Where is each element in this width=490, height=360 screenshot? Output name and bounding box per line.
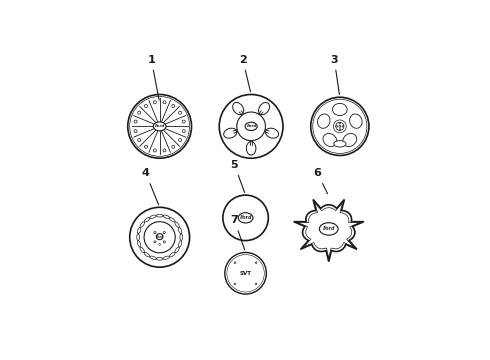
Ellipse shape	[246, 142, 256, 155]
Ellipse shape	[318, 114, 330, 128]
Ellipse shape	[313, 99, 367, 153]
Ellipse shape	[138, 139, 141, 141]
Ellipse shape	[237, 112, 266, 141]
Ellipse shape	[223, 195, 269, 240]
Ellipse shape	[153, 122, 166, 131]
Ellipse shape	[227, 255, 264, 292]
Ellipse shape	[170, 252, 175, 257]
Ellipse shape	[245, 122, 257, 131]
Ellipse shape	[255, 262, 257, 264]
Ellipse shape	[130, 96, 190, 156]
Ellipse shape	[175, 247, 179, 253]
Ellipse shape	[225, 252, 267, 294]
Ellipse shape	[154, 241, 156, 243]
Text: SVT: SVT	[240, 271, 251, 276]
Ellipse shape	[234, 262, 236, 264]
Ellipse shape	[154, 231, 156, 234]
Ellipse shape	[138, 111, 141, 114]
Text: Ford: Ford	[322, 226, 335, 231]
Ellipse shape	[182, 120, 185, 123]
Text: Ford: Ford	[154, 124, 165, 129]
Ellipse shape	[350, 114, 362, 128]
Ellipse shape	[234, 283, 236, 285]
Ellipse shape	[233, 103, 244, 115]
Ellipse shape	[163, 101, 166, 104]
Ellipse shape	[170, 217, 175, 222]
Ellipse shape	[163, 241, 165, 243]
Ellipse shape	[178, 111, 182, 114]
Ellipse shape	[343, 134, 357, 147]
Ellipse shape	[138, 228, 141, 234]
Ellipse shape	[130, 207, 190, 267]
Ellipse shape	[178, 228, 182, 234]
Ellipse shape	[134, 130, 137, 133]
Ellipse shape	[137, 234, 140, 240]
Text: 1: 1	[147, 55, 159, 100]
Ellipse shape	[163, 256, 170, 259]
Ellipse shape	[238, 213, 253, 223]
Ellipse shape	[175, 222, 179, 228]
Ellipse shape	[163, 231, 165, 234]
Ellipse shape	[339, 129, 341, 130]
Ellipse shape	[140, 222, 145, 228]
Ellipse shape	[150, 215, 156, 219]
Ellipse shape	[219, 94, 283, 158]
Ellipse shape	[156, 214, 163, 217]
Ellipse shape	[333, 103, 347, 116]
Ellipse shape	[223, 128, 237, 138]
Text: Ford: Ford	[239, 215, 252, 220]
Ellipse shape	[144, 217, 150, 222]
Text: Ford: Ford	[246, 124, 256, 129]
Ellipse shape	[339, 125, 341, 127]
Ellipse shape	[163, 215, 170, 219]
Ellipse shape	[153, 101, 156, 104]
Text: 3: 3	[330, 55, 340, 95]
Ellipse shape	[342, 126, 344, 127]
Text: 5: 5	[231, 160, 245, 193]
Ellipse shape	[138, 241, 141, 247]
Ellipse shape	[153, 149, 156, 152]
Ellipse shape	[339, 122, 341, 124]
Ellipse shape	[323, 134, 337, 147]
Ellipse shape	[336, 126, 338, 127]
Ellipse shape	[172, 145, 175, 148]
Ellipse shape	[145, 145, 147, 148]
Text: 4: 4	[142, 168, 159, 205]
Text: Ford: Ford	[156, 235, 163, 239]
Polygon shape	[294, 199, 364, 262]
Ellipse shape	[255, 283, 257, 285]
Ellipse shape	[163, 149, 166, 152]
Ellipse shape	[259, 103, 270, 115]
Ellipse shape	[180, 234, 183, 240]
Ellipse shape	[144, 252, 150, 257]
Ellipse shape	[182, 130, 185, 133]
Ellipse shape	[145, 104, 147, 108]
Ellipse shape	[150, 256, 156, 259]
Ellipse shape	[159, 243, 161, 245]
Ellipse shape	[178, 241, 182, 247]
Ellipse shape	[128, 94, 192, 158]
Ellipse shape	[156, 234, 163, 240]
Ellipse shape	[156, 257, 163, 260]
Ellipse shape	[144, 222, 175, 253]
Ellipse shape	[266, 128, 279, 138]
Ellipse shape	[334, 141, 346, 147]
Text: 2: 2	[239, 55, 250, 92]
Ellipse shape	[140, 247, 145, 253]
Ellipse shape	[178, 139, 182, 141]
Ellipse shape	[311, 97, 369, 156]
Ellipse shape	[172, 104, 175, 108]
Ellipse shape	[134, 120, 137, 123]
Text: 7: 7	[231, 215, 245, 250]
Ellipse shape	[319, 223, 338, 235]
Text: 6: 6	[314, 168, 327, 194]
